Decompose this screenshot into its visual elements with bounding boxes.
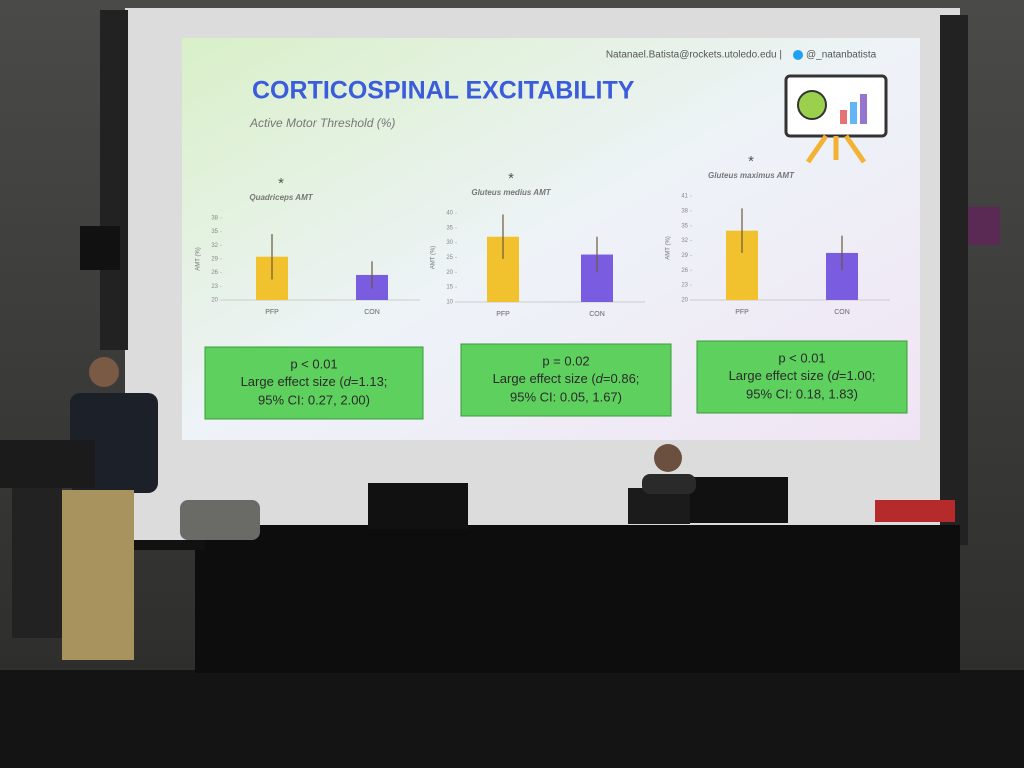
- loudspeaker: [80, 226, 120, 270]
- laptop: [688, 477, 788, 523]
- x-tick-label: CON: [589, 311, 605, 318]
- seated-person-body: [642, 474, 696, 494]
- laptop: [368, 483, 468, 529]
- slide-subtitle: Active Motor Threshold (%): [249, 116, 395, 130]
- y-tick-label: 20: [681, 298, 688, 304]
- y-tick-label: 35: [446, 225, 453, 231]
- lectern-monitor: [0, 440, 95, 488]
- presentation-icon-bar: [860, 94, 867, 124]
- y-tick-label: 23: [681, 283, 688, 289]
- y-tick-label: 35: [681, 223, 688, 229]
- chair: [875, 500, 955, 522]
- y-tick-label: 32: [211, 243, 218, 249]
- effect-size: Large effect size (d=1.13;: [241, 374, 388, 389]
- y-tick-label: 25: [446, 255, 453, 261]
- truss-right: [940, 15, 968, 545]
- presentation-icon-pie: [797, 90, 827, 120]
- y-tick-label: 26: [211, 270, 218, 276]
- lectern-stand: [12, 488, 62, 638]
- effect-prefix: Large effect size (: [241, 374, 345, 389]
- presentation-icon-bar: [840, 110, 847, 124]
- effect-value: =0.86;: [603, 371, 640, 386]
- y-tick-label: 41: [681, 194, 688, 200]
- y-tick-label: 10: [446, 300, 453, 306]
- effect-prefix: Large effect size (: [729, 368, 833, 383]
- y-tick-label: 38: [211, 216, 218, 222]
- chart-title: Gluteus maximus AMT: [708, 171, 795, 180]
- x-tick-label: PFP: [265, 309, 279, 316]
- effect-symbol: d: [596, 371, 604, 386]
- desk-edge: [115, 540, 205, 550]
- y-tick-label: 26: [681, 268, 688, 274]
- slide-title: CORTICOSPINAL EXCITABILITY: [252, 77, 635, 105]
- y-tick-label: 35: [211, 229, 218, 235]
- p-value: p < 0.01: [290, 356, 337, 371]
- y-tick-label: 29: [211, 257, 218, 263]
- y-tick-label: 15: [446, 285, 453, 291]
- seated-person-head: [654, 444, 682, 472]
- chart-title: Gluteus medius AMT: [471, 188, 551, 197]
- desk: [195, 525, 960, 673]
- stats-box: [696, 340, 908, 414]
- effect-value: =1.13;: [351, 374, 388, 389]
- chair: [180, 500, 260, 540]
- effect-symbol: d: [832, 368, 840, 383]
- chart-annotation: *: [748, 153, 754, 170]
- presentation-icon-easel: [805, 134, 867, 164]
- y-tick-label: 30: [446, 240, 453, 246]
- y-axis-label: AMT (%): [666, 236, 672, 260]
- p-value: p = 0.02: [542, 353, 589, 368]
- confidence-interval: 95% CI: 0.05, 1.67): [510, 389, 622, 404]
- slide-handle: @_natanbatista: [806, 50, 877, 61]
- y-tick-label: 32: [681, 238, 688, 244]
- effect-size: Large effect size (d=1.00;: [729, 368, 876, 383]
- confidence-interval: 95% CI: 0.27, 2.00): [258, 392, 370, 407]
- slide-email: Natanael.Batista@rockets.utoledo.edu |: [606, 50, 782, 61]
- effect-size: Large effect size (d=0.86;: [493, 371, 640, 386]
- y-axis-label: AMT (%): [431, 246, 437, 270]
- effect-prefix: Large effect size (: [493, 371, 597, 386]
- y-axis-label: AMT (%): [196, 247, 202, 271]
- y-tick-label: 38: [681, 208, 688, 214]
- effect-value: =1.00;: [839, 368, 876, 383]
- y-tick-label: 29: [681, 253, 688, 259]
- chart-annotation: *: [278, 175, 284, 192]
- x-tick-label: CON: [834, 309, 850, 316]
- stats-box: [204, 346, 424, 420]
- y-tick-label: 20: [211, 298, 218, 304]
- stage: [0, 670, 1024, 768]
- p-value: p < 0.01: [778, 350, 825, 365]
- speaker-legs: [62, 490, 134, 660]
- stage-light: [968, 207, 1000, 245]
- confidence-interval: 95% CI: 0.18, 1.83): [746, 386, 858, 401]
- presentation-icon-bar: [850, 102, 857, 124]
- chart-annotation: *: [508, 170, 514, 187]
- twitter-icon: [793, 50, 803, 60]
- x-tick-label: PFP: [496, 311, 510, 318]
- x-tick-label: CON: [364, 309, 380, 316]
- speaker-head: [89, 357, 119, 387]
- stats-box: [460, 343, 672, 417]
- y-tick-label: 23: [211, 284, 218, 290]
- chart-title: Quadriceps AMT: [249, 193, 313, 202]
- y-tick-label: 20: [446, 270, 453, 276]
- y-tick-label: 40: [446, 211, 453, 217]
- x-tick-label: PFP: [735, 309, 749, 316]
- truss-left: [100, 10, 128, 350]
- effect-symbol: d: [344, 374, 352, 389]
